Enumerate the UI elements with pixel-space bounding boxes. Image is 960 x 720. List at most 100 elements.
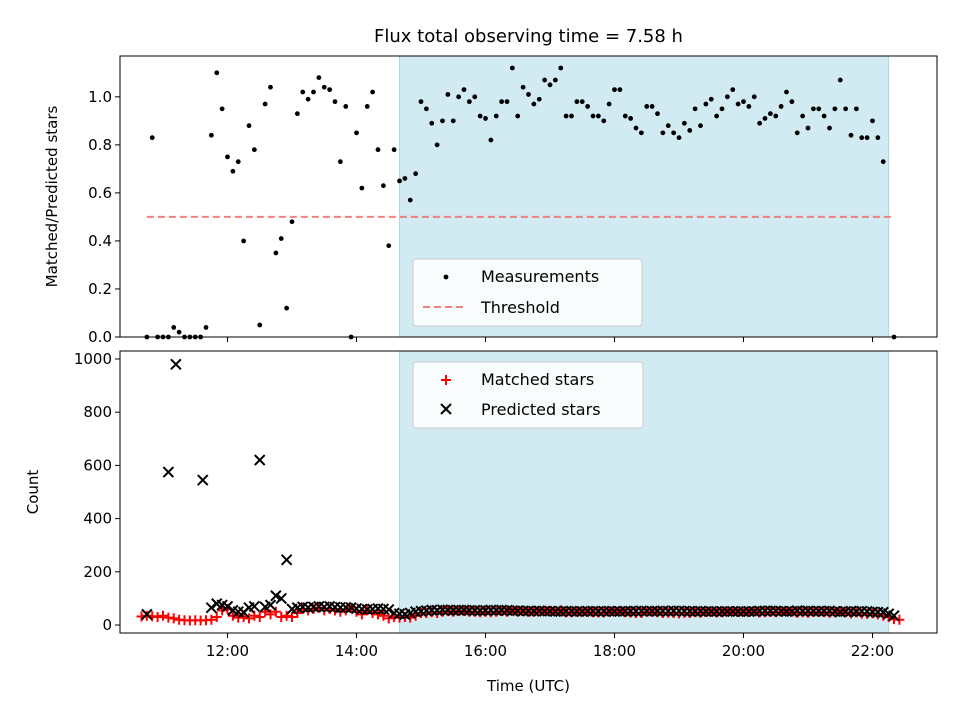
matched-star-point (206, 614, 217, 625)
measurement-point (171, 324, 177, 330)
measurement-point (149, 135, 155, 141)
bottom-y-tick-label: 600 (83, 456, 112, 474)
top-legend-box (412, 258, 643, 327)
measurement-point (800, 113, 806, 119)
measurement-point (176, 329, 182, 335)
x-axis-label: Time (UTC) (486, 677, 570, 695)
bottom-y-tick-label: 400 (83, 510, 112, 528)
measurement-point (359, 185, 365, 191)
measurement-point (649, 104, 655, 109)
measurement-point (827, 125, 832, 131)
matched-star-point (281, 610, 292, 621)
matched-star-point (287, 612, 297, 623)
matched-star-point (254, 612, 265, 623)
measurement-point (563, 113, 569, 119)
bottom-y-tick-label: 1000 (74, 350, 112, 368)
matched-star-point (260, 606, 271, 617)
measurement-point (784, 89, 789, 95)
measurement-point (413, 171, 419, 177)
top-y-tick-label: 1.0 (88, 88, 112, 106)
measurement-point (767, 111, 773, 117)
bottom-x-tick-label: 12:00 (206, 642, 249, 660)
measurement-point (692, 106, 698, 112)
measurement-point (208, 132, 214, 138)
measurement-point (397, 178, 402, 184)
legend-threshold-label: Threshold (480, 298, 560, 317)
measurement-point (311, 89, 316, 95)
predicted-star-point (275, 592, 287, 605)
measurement-point (542, 77, 548, 83)
measurement-point (617, 87, 623, 93)
bottom-x-tick-label: 14:00 (335, 642, 378, 660)
bottom-y-tick-label: 0 (102, 616, 112, 634)
measurement-point (628, 116, 634, 121)
chart-title: Flux total observing time = 7.58 h (374, 26, 683, 47)
measurement-point (230, 168, 236, 174)
measurement-point (832, 106, 838, 112)
measurement-point (294, 111, 300, 117)
measurement-point (273, 250, 279, 256)
measurement-point (423, 106, 429, 112)
measurement-point (719, 106, 725, 112)
measurement-point (843, 106, 849, 112)
measurement-point (773, 113, 779, 119)
measurement-point (547, 82, 553, 88)
measurement-point (741, 99, 746, 105)
measurement-point (268, 84, 273, 90)
measurement-point (864, 135, 870, 141)
measurement-point (262, 101, 268, 107)
bottom-x-tick-label: 22:00 (851, 642, 894, 660)
measurement-point (321, 84, 327, 90)
legend-matched-label: Matched stars (481, 370, 594, 389)
bottom-x-tick-label: 16:00 (464, 642, 507, 660)
predicted-star-point (141, 608, 153, 621)
predicted-star-point (280, 554, 293, 566)
measurement-point (531, 101, 537, 107)
measurement-point (332, 99, 338, 105)
measurement-point (450, 118, 456, 124)
measurement-point (552, 77, 558, 83)
measurement-point (235, 159, 241, 165)
measurement-point (665, 123, 671, 129)
measurement-point (660, 130, 666, 136)
measurement-point (225, 154, 230, 160)
measurement-point (300, 89, 306, 95)
measurement-point (585, 104, 591, 109)
measurement-point (375, 147, 381, 153)
measurement-point (483, 116, 488, 121)
matched-star-point (249, 610, 260, 621)
measurement-point (703, 101, 709, 107)
measurement-point (327, 87, 333, 93)
measurement-point (730, 87, 736, 93)
measurement-point (698, 123, 703, 129)
measurement-point (644, 104, 650, 109)
measurement-point (601, 118, 607, 124)
measurement-point (219, 106, 225, 112)
measurement-point (343, 104, 349, 109)
measurement-point (493, 113, 499, 119)
bottom-legend-box (412, 361, 644, 429)
matched-star-point (276, 612, 287, 623)
measurement-point (714, 113, 720, 119)
measurement-point (810, 106, 816, 112)
legend-predicted-label: Predicted stars (481, 400, 601, 419)
measurement-point (429, 120, 435, 126)
matched-star-point (238, 612, 249, 623)
measurement-point (558, 65, 564, 71)
measurement-point (456, 94, 462, 100)
measurement-point (289, 219, 295, 225)
measurement-point (278, 236, 284, 241)
top-y-axis-label: Matched/Predicted stars (43, 106, 61, 288)
bottom-panel: 0 200 400 600 800 1000 12:00 14:00 16:00 18:00 20:… (24, 350, 938, 695)
measurement-point (445, 92, 451, 97)
bottom-legend: Matched stars Predicted stars (412, 361, 644, 429)
predicted-star-point (264, 599, 277, 611)
measurement-point (364, 104, 370, 109)
predicted-star-point (197, 474, 209, 486)
measurement-point (203, 324, 209, 330)
measurement-point (687, 128, 693, 133)
measurement-point (504, 99, 510, 105)
measurement-point (622, 113, 628, 119)
measurement-point (757, 120, 763, 126)
measurement-point (875, 135, 881, 141)
